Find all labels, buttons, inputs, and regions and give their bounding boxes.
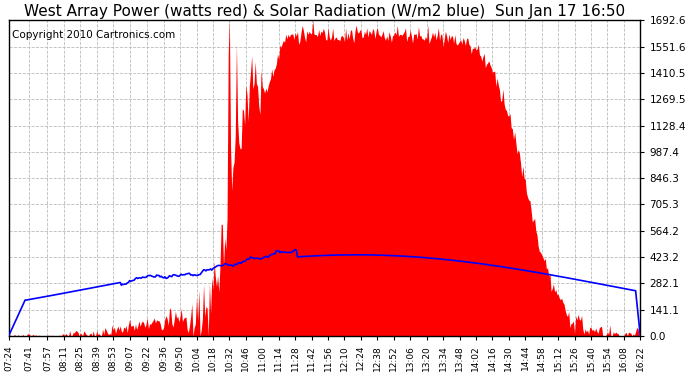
Title: West Array Power (watts red) & Solar Radiation (W/m2 blue)  Sun Jan 17 16:50: West Array Power (watts red) & Solar Rad… [24,4,625,19]
Text: Copyright 2010 Cartronics.com: Copyright 2010 Cartronics.com [12,30,175,40]
